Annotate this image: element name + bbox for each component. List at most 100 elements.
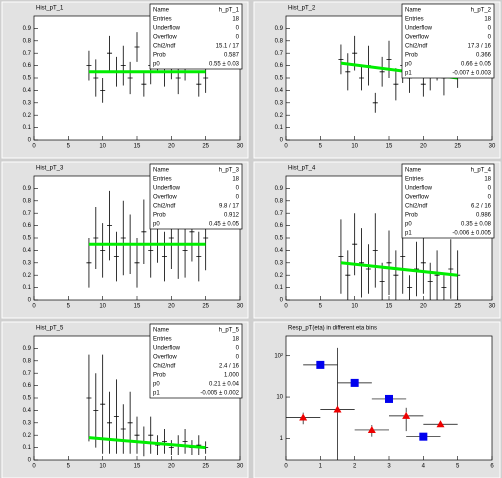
y-tick-label: 0.6 xyxy=(275,223,284,229)
y-tick-label: 0.1 xyxy=(275,125,284,131)
stats-label: Entries xyxy=(405,177,424,183)
x-tick-label: 0 xyxy=(284,464,288,470)
error-bar xyxy=(113,231,119,282)
stats-value: 17.3 / 16 xyxy=(468,44,492,50)
stats-value: 6.2 / 16 xyxy=(471,204,492,210)
stats-value: 1.000 xyxy=(224,373,240,379)
y-tick-label: 10² xyxy=(274,353,283,359)
stats-value: 0 xyxy=(488,26,492,32)
y-tick-label: 0.8 xyxy=(23,198,32,204)
error-bar xyxy=(338,219,344,294)
stats-label: Chi2/ndf xyxy=(405,204,428,210)
y-tick-label: 0.3 xyxy=(275,100,284,106)
stats-value: 0 xyxy=(236,346,240,352)
x-tick-label: 0 xyxy=(32,464,36,470)
x-tick-label: 15 xyxy=(134,144,141,150)
y-tick-label: 0.4 xyxy=(23,408,32,414)
stats-label: Underflow xyxy=(405,26,433,32)
y-tick-label: 0.6 xyxy=(23,63,32,69)
x-tick-label: 15 xyxy=(386,144,393,150)
pad-title: Hist_pT_3 xyxy=(36,166,64,172)
x-tick-label: 10 xyxy=(99,144,106,150)
stats-value: 0 xyxy=(236,195,240,201)
y-tick-label: 0 xyxy=(28,298,32,304)
x-tick-label: 10 xyxy=(351,144,358,150)
y-tick-label: 0 xyxy=(280,298,284,304)
stats-value: 0.366 xyxy=(476,53,492,59)
y-tick-label: 0.7 xyxy=(23,51,32,57)
y-tick-label: 0.8 xyxy=(23,358,32,364)
x-tick-label: 25 xyxy=(454,304,461,310)
stats-value: 0 xyxy=(236,26,240,32)
stats-value: 18 xyxy=(232,337,239,343)
stats-box xyxy=(149,163,243,230)
x-tick-label: 10 xyxy=(99,464,106,470)
y-tick-label: 0 xyxy=(28,458,32,464)
error-bar xyxy=(386,230,392,296)
y-tick-label: 0.9 xyxy=(275,26,284,32)
error-bar xyxy=(379,262,385,300)
y-tick-label: 0.1 xyxy=(23,125,32,131)
y-tick-label: 0.8 xyxy=(275,38,284,44)
stats-value: 18 xyxy=(484,17,491,23)
x-tick-label: 25 xyxy=(454,144,461,150)
stats-value: 18 xyxy=(484,177,491,183)
error-bar xyxy=(93,373,99,448)
y-tick-label: 0.3 xyxy=(23,260,32,266)
x-tick-label: 4 xyxy=(422,464,426,470)
stats-value: -0.007 ± 0.003 xyxy=(452,71,491,77)
x-tick-label: 0 xyxy=(284,144,288,150)
stats-value: 0.66 ± 0.05 xyxy=(461,62,492,68)
error-bar xyxy=(413,241,419,297)
error-bar xyxy=(345,250,351,300)
error-bar xyxy=(359,65,365,91)
y-tick-label: 0.1 xyxy=(23,285,32,291)
x-tick-label: 10 xyxy=(99,304,106,310)
error-bar xyxy=(338,44,344,75)
error-bar xyxy=(100,78,106,103)
y-tick-label: 0.6 xyxy=(23,383,32,389)
x-tick-label: 25 xyxy=(202,464,209,470)
error-bar xyxy=(427,262,433,300)
stats-label: Underflow xyxy=(153,346,181,352)
error-bar xyxy=(141,71,147,97)
x-tick-label: 30 xyxy=(237,144,244,150)
stats-box xyxy=(401,163,495,239)
stats-label: p0 xyxy=(405,62,412,68)
error-bar xyxy=(134,238,140,288)
marker xyxy=(333,405,342,413)
x-tick-label: 30 xyxy=(237,304,244,310)
error-bar xyxy=(127,391,133,454)
stats-value: h_pT_4 xyxy=(471,168,492,174)
error-bar xyxy=(196,231,202,282)
y-tick-label: 0.3 xyxy=(23,420,32,426)
x-tick-label: 30 xyxy=(489,304,496,310)
fit-line xyxy=(340,261,458,277)
y-tick-label: 0.2 xyxy=(23,433,32,439)
error-bar xyxy=(127,61,133,95)
y-tick-label: 0 xyxy=(280,138,284,144)
x-tick-label: 5 xyxy=(319,144,323,150)
marker xyxy=(299,413,308,421)
stats-label: Entries xyxy=(153,17,172,23)
stats-label: Name xyxy=(405,168,422,174)
x-tick-label: 0 xyxy=(284,304,288,310)
stats-label: Overflow xyxy=(153,35,177,41)
stats-value: 0.55 ± 0.03 xyxy=(209,62,240,68)
stats-value: h_pT_3 xyxy=(219,168,240,174)
marker xyxy=(402,411,411,419)
x-tick-label: 5 xyxy=(67,144,71,150)
stats-label: Underflow xyxy=(405,186,433,192)
y-tick-label: 0.3 xyxy=(275,260,284,266)
stats-label: Overflow xyxy=(405,35,429,41)
stats-value: 0.912 xyxy=(224,213,240,219)
y-tick-label: 1 xyxy=(280,436,284,442)
stats-label: Prob xyxy=(405,213,418,219)
x-tick-label: 2 xyxy=(353,464,357,470)
stats-value: 0 xyxy=(488,195,492,201)
stats-label: Prob xyxy=(153,53,166,59)
y-tick-label: 0.9 xyxy=(275,186,284,192)
marker xyxy=(350,378,359,387)
marker xyxy=(316,360,325,369)
stats-value: 15.1 / 17 xyxy=(216,44,240,50)
